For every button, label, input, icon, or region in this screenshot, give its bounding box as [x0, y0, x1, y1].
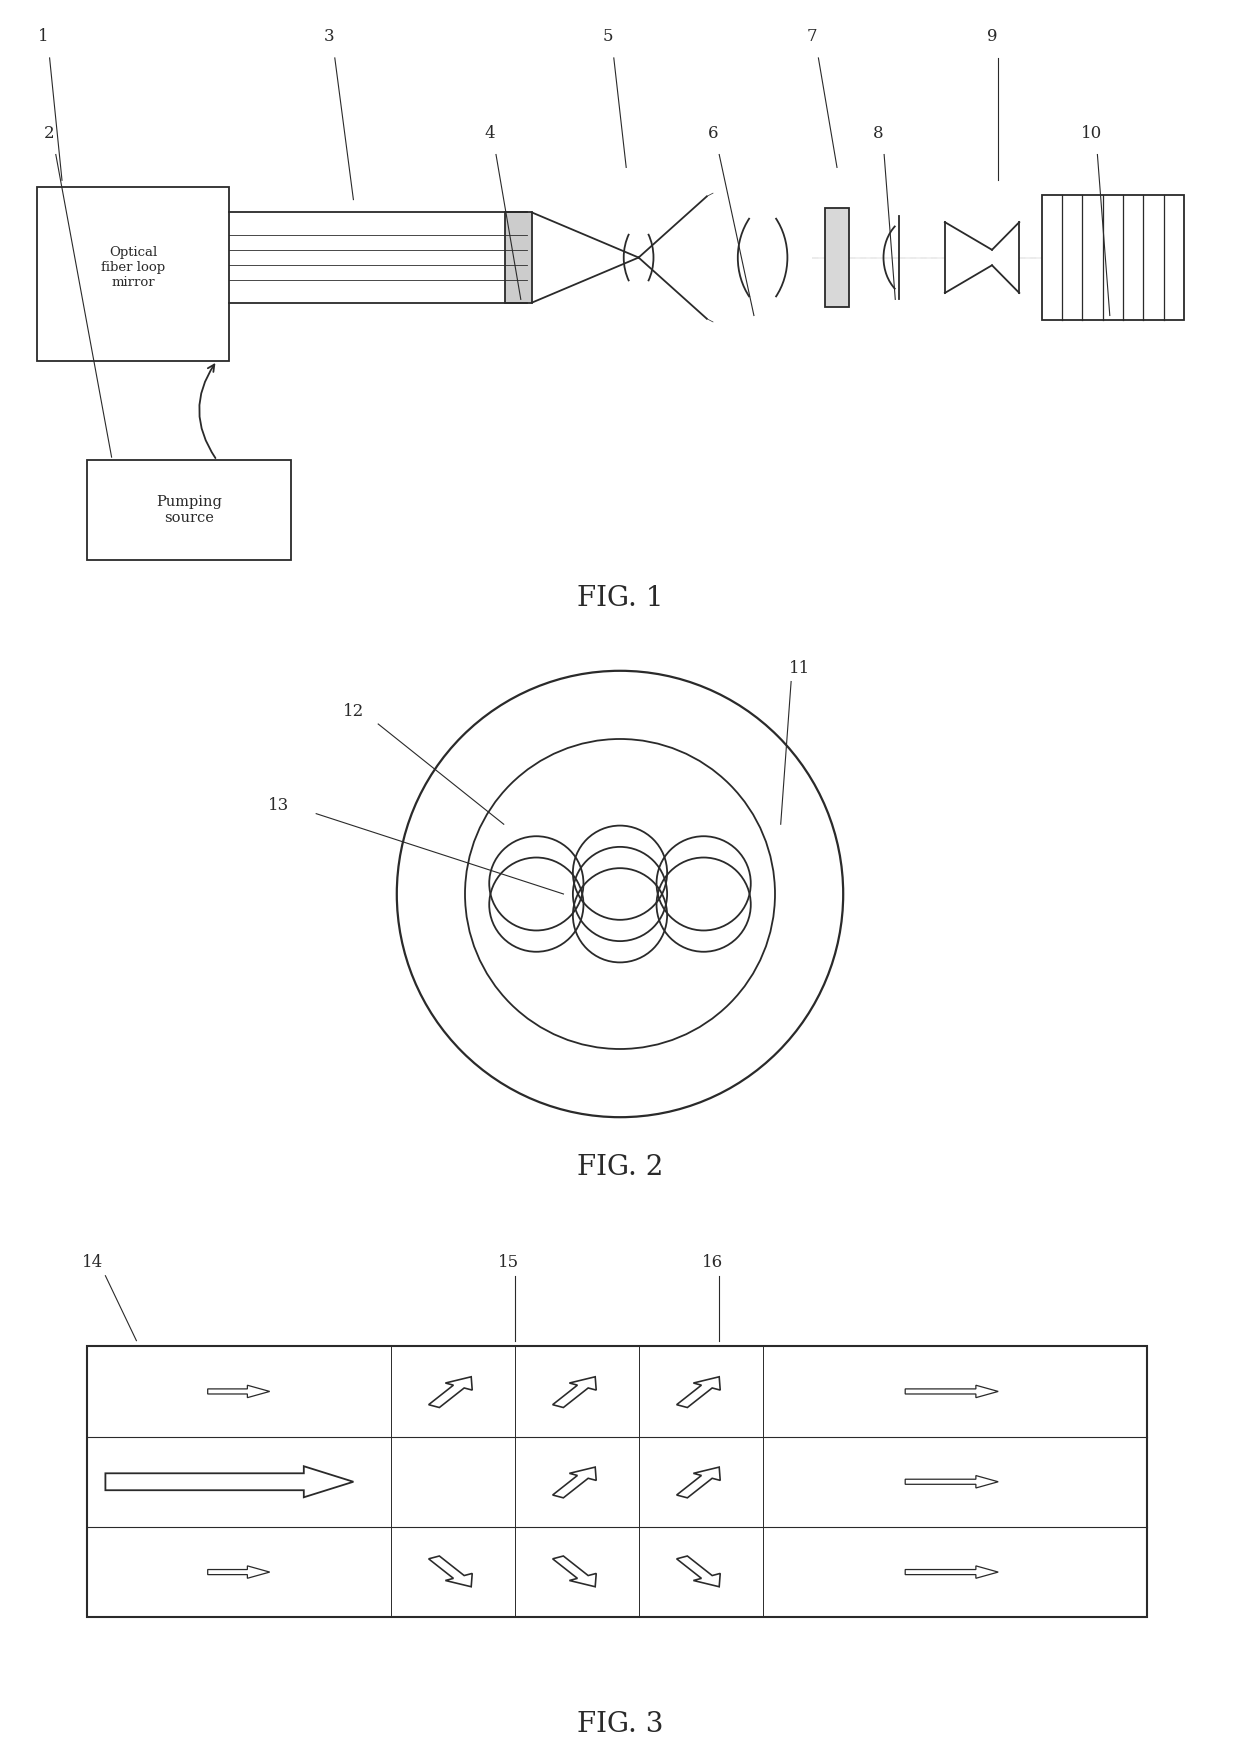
Text: Optical
fiber loop
mirror: Optical fiber loop mirror [102, 245, 165, 289]
Text: FIG. 3: FIG. 3 [577, 1711, 663, 1738]
Bar [505, 212, 532, 303]
Text: 3: 3 [324, 28, 334, 46]
Bar [37, 187, 229, 360]
Text: 11: 11 [789, 660, 811, 677]
Text: 9: 9 [987, 28, 997, 46]
Text: 6: 6 [708, 125, 718, 141]
Text: 4: 4 [485, 125, 495, 141]
Text: FIG. 2: FIG. 2 [577, 1154, 663, 1182]
Bar [87, 460, 291, 561]
Text: Pumping
source: Pumping source [156, 496, 222, 526]
Text: 2: 2 [45, 125, 55, 141]
Text: 7: 7 [807, 28, 817, 46]
Text: 15: 15 [497, 1254, 520, 1272]
Text: 1: 1 [38, 28, 48, 46]
Text: 16: 16 [702, 1254, 724, 1272]
Text: 12: 12 [342, 704, 365, 720]
Text: 8: 8 [873, 125, 883, 141]
Bar [825, 208, 849, 307]
FancyArrowPatch shape [200, 365, 216, 459]
Bar [87, 1346, 1147, 1618]
Text: 10: 10 [1080, 125, 1102, 141]
Text: 5: 5 [603, 28, 613, 46]
Bar [1042, 194, 1184, 321]
Text: FIG. 1: FIG. 1 [577, 586, 663, 612]
Text: 13: 13 [268, 797, 290, 813]
Text: 14: 14 [82, 1254, 104, 1272]
